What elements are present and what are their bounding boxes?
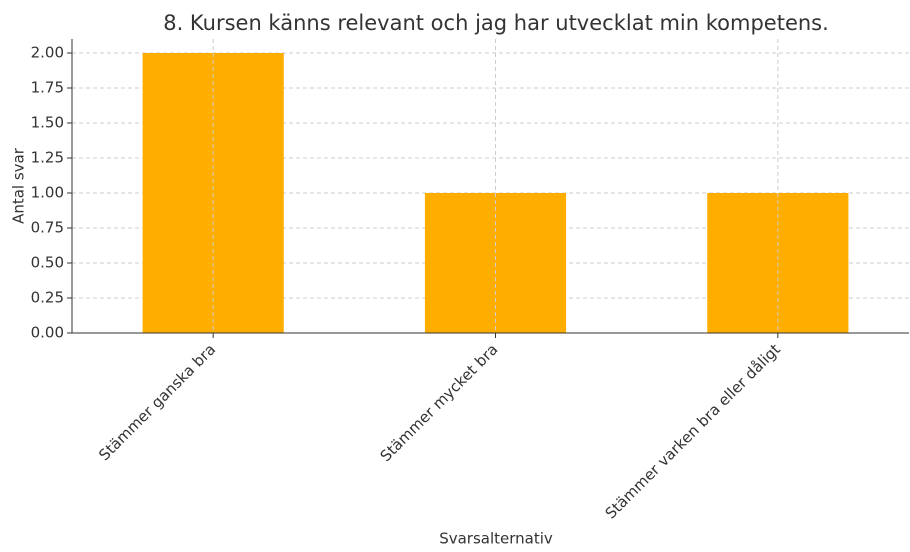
x-tick-label: Stämmer ganska bra (95, 340, 219, 464)
y-tick-label: 0.25 (31, 289, 64, 307)
y-tick-label: 2.00 (31, 44, 64, 62)
y-axis-label: Antal svar (10, 147, 28, 224)
y-tick-label: 0.00 (31, 324, 64, 342)
y-tick-label: 1.75 (31, 79, 64, 97)
x-grid (212, 39, 779, 333)
x-axis-label: Svarsalternativ (439, 530, 553, 548)
x-tick-label: Stämmer mycket bra (377, 340, 502, 465)
y-tick-label: 0.50 (31, 254, 64, 272)
y-tick-label: 0.75 (31, 219, 64, 237)
y-tick-label: 1.00 (31, 184, 64, 202)
y-tick-label: 1.50 (31, 114, 64, 132)
y-tick-label: 1.25 (31, 149, 64, 167)
x-tick-label: Stämmer varken bra eller dåligt (602, 340, 784, 522)
chart-title: 8. Kursen känns relevant och jag har utv… (163, 11, 829, 35)
